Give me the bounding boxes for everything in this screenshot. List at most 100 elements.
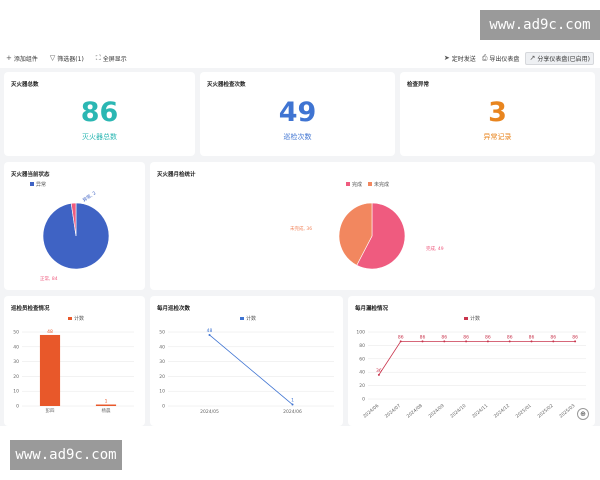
y-tick-label: 40 <box>359 370 365 376</box>
y-tick-label: 20 <box>13 374 19 380</box>
dashboard: + 添加组件 ▽ 筛选器(1) ⛶ 全屏显示 ➤ 定时发送 ⎙ 导出仪表盘 ↗ 分享仪表盘(… <box>0 48 600 426</box>
status-pie-chart: 异常 正常, 84 异常, 2 <box>30 181 110 282</box>
y-tick-label: 100 <box>356 330 365 336</box>
stat-value: 49 <box>278 97 317 128</box>
export-dashboard-button[interactable]: ⎙ 导出仪表盘 <box>481 53 520 63</box>
watermark-bottom: www.ad9c.com <box>10 440 122 470</box>
x-tick-label: 2025/01 <box>515 403 533 420</box>
card-title: 灭火器月检统计 <box>157 172 196 178</box>
x-tick-label: 2024/06 <box>362 403 380 420</box>
pie-slice-abnormal[interactable] <box>70 202 77 237</box>
legend-swatch-undone <box>368 182 372 186</box>
data-point[interactable] <box>508 340 511 343</box>
pie-slice-done[interactable] <box>356 202 406 270</box>
data-point[interactable] <box>291 403 294 406</box>
miss-line-chart: 计数 0 20 40 60 80 100 36 2024/06 86 2024/07 86 2024/… <box>356 315 586 420</box>
slice-label-done: 完成, 49 <box>426 245 444 252</box>
y-tick-label: 0 <box>16 404 19 410</box>
stat-card-anomalies: 检查异常 3 异常记录 <box>400 72 595 156</box>
pie-slice-undone[interactable] <box>338 202 373 266</box>
x-tick-label: 2025/02 <box>536 403 554 420</box>
y-tick-label: 50 <box>13 330 19 336</box>
data-point[interactable] <box>486 340 489 343</box>
export-icon: ⎙ <box>481 53 488 62</box>
stat-card-total: 灭火器总数 86 灭火器总数 <box>4 72 195 156</box>
card-title: 灭火器检查次数 <box>207 82 246 88</box>
data-point[interactable] <box>399 340 402 343</box>
fullscreen-button[interactable]: ⛶ 全屏显示 <box>95 53 127 63</box>
slice-label-undone: 未完成, 36 <box>290 225 312 232</box>
card-title: 检查异常 <box>407 82 430 88</box>
legend-label-count: 计数 <box>470 315 480 322</box>
x-tick-label: 2024/11 <box>471 403 489 420</box>
stat-label: 异常记录 <box>483 133 512 141</box>
legend-swatch-count <box>68 317 72 320</box>
data-label: 48 <box>47 329 53 335</box>
slice-label-normal: 正常, 84 <box>40 275 58 282</box>
x-tick-label: 杨晨 <box>102 407 111 414</box>
slice-label-abnormal: 异常, 2 <box>81 189 97 203</box>
watermark-top: www.ad9c.com <box>480 10 600 40</box>
share-icon: ↗ <box>529 54 536 62</box>
add-component-button[interactable]: + 添加组件 <box>6 54 38 63</box>
data-label: 86 <box>529 334 535 340</box>
y-tick-label: 0 <box>362 397 365 403</box>
card-title: 灭火器总数 <box>11 82 39 88</box>
zoom-icon: ⊕ <box>580 410 586 418</box>
legend-label-done: 完成 <box>352 181 362 188</box>
y-tick-label: 10 <box>159 389 165 395</box>
data-point[interactable] <box>443 340 446 343</box>
x-tick-label: 2024/12 <box>493 403 511 420</box>
data-label: 1 <box>105 399 108 405</box>
data-point[interactable] <box>574 340 577 343</box>
share-dashboard-button[interactable]: ↗ 分享仪表盘(已启用) <box>525 51 594 65</box>
toolbar: + 添加组件 ▽ 筛选器(1) ⛶ 全屏显示 ➤ 定时发送 ⎙ 导出仪表盘 ↗ 分享仪表盘(… <box>0 48 600 68</box>
y-tick-label: 30 <box>159 359 165 365</box>
x-tick-label: 2024/10 <box>449 403 467 420</box>
y-tick-label: 10 <box>13 389 19 395</box>
send-icon: ➤ <box>443 54 450 62</box>
legend-swatch-abnormal <box>30 182 34 186</box>
data-point[interactable] <box>208 333 211 336</box>
data-label: 48 <box>207 328 213 334</box>
data-label: 1 <box>291 398 294 404</box>
y-tick-label: 40 <box>13 344 19 350</box>
stat-label: 灭火器总数 <box>82 133 117 141</box>
data-label: 86 <box>550 334 556 340</box>
data-point[interactable] <box>552 340 555 343</box>
y-tick-label: 20 <box>159 374 165 380</box>
filter-button[interactable]: ▽ 筛选器(1) <box>49 54 84 63</box>
filter-icon: ▽ <box>49 54 56 62</box>
bar[interactable] <box>39 334 61 406</box>
data-point[interactable] <box>421 340 424 343</box>
monthly-line-card: 每月巡检次数 计数 0 10 20 30 40 50 48 2024/05 1 2024/06 <box>150 296 343 426</box>
card-title: 灭火器当前状态 <box>11 172 50 178</box>
y-tick-label: 30 <box>13 359 19 365</box>
monthly-line-chart: 计数 0 10 20 30 40 50 48 2024/05 1 2024/06 <box>159 315 334 415</box>
card-title: 每月漏检情况 <box>355 306 389 312</box>
zoom-control[interactable]: ⊕ <box>577 408 589 420</box>
scheduled-send-button[interactable]: ➤ 定时发送 <box>443 54 476 63</box>
x-tick-label: 2024/08 <box>406 403 424 420</box>
y-tick-label: 20 <box>359 383 365 389</box>
legend-swatch-done <box>346 182 350 186</box>
x-tick-label: 2024/06 <box>283 409 302 415</box>
series-line <box>378 340 576 376</box>
inspector-bar-chart: 计数 0 10 20 30 40 50 48 彭四 1 杨晨 <box>13 315 134 414</box>
y-tick-label: 0 <box>162 404 165 410</box>
data-label: 86 <box>507 334 513 340</box>
x-tick-label: 2025/03 <box>558 403 576 420</box>
data-label: 86 <box>398 334 404 340</box>
stat-label: 巡检次数 <box>283 133 312 141</box>
bar[interactable] <box>95 404 117 406</box>
y-tick-label: 80 <box>359 343 365 349</box>
y-tick-label: 50 <box>159 330 165 336</box>
legend-label-count: 计数 <box>74 315 84 322</box>
data-point[interactable] <box>377 373 380 376</box>
legend-label-abnormal: 异常 <box>36 181 46 188</box>
data-point[interactable] <box>530 340 533 343</box>
card-title: 每月巡检次数 <box>157 306 191 312</box>
status-pie-card: 灭火器当前状态 异常 正常, 84 异常, 2 <box>4 162 145 290</box>
series-line <box>209 334 293 405</box>
data-point[interactable] <box>465 340 468 343</box>
